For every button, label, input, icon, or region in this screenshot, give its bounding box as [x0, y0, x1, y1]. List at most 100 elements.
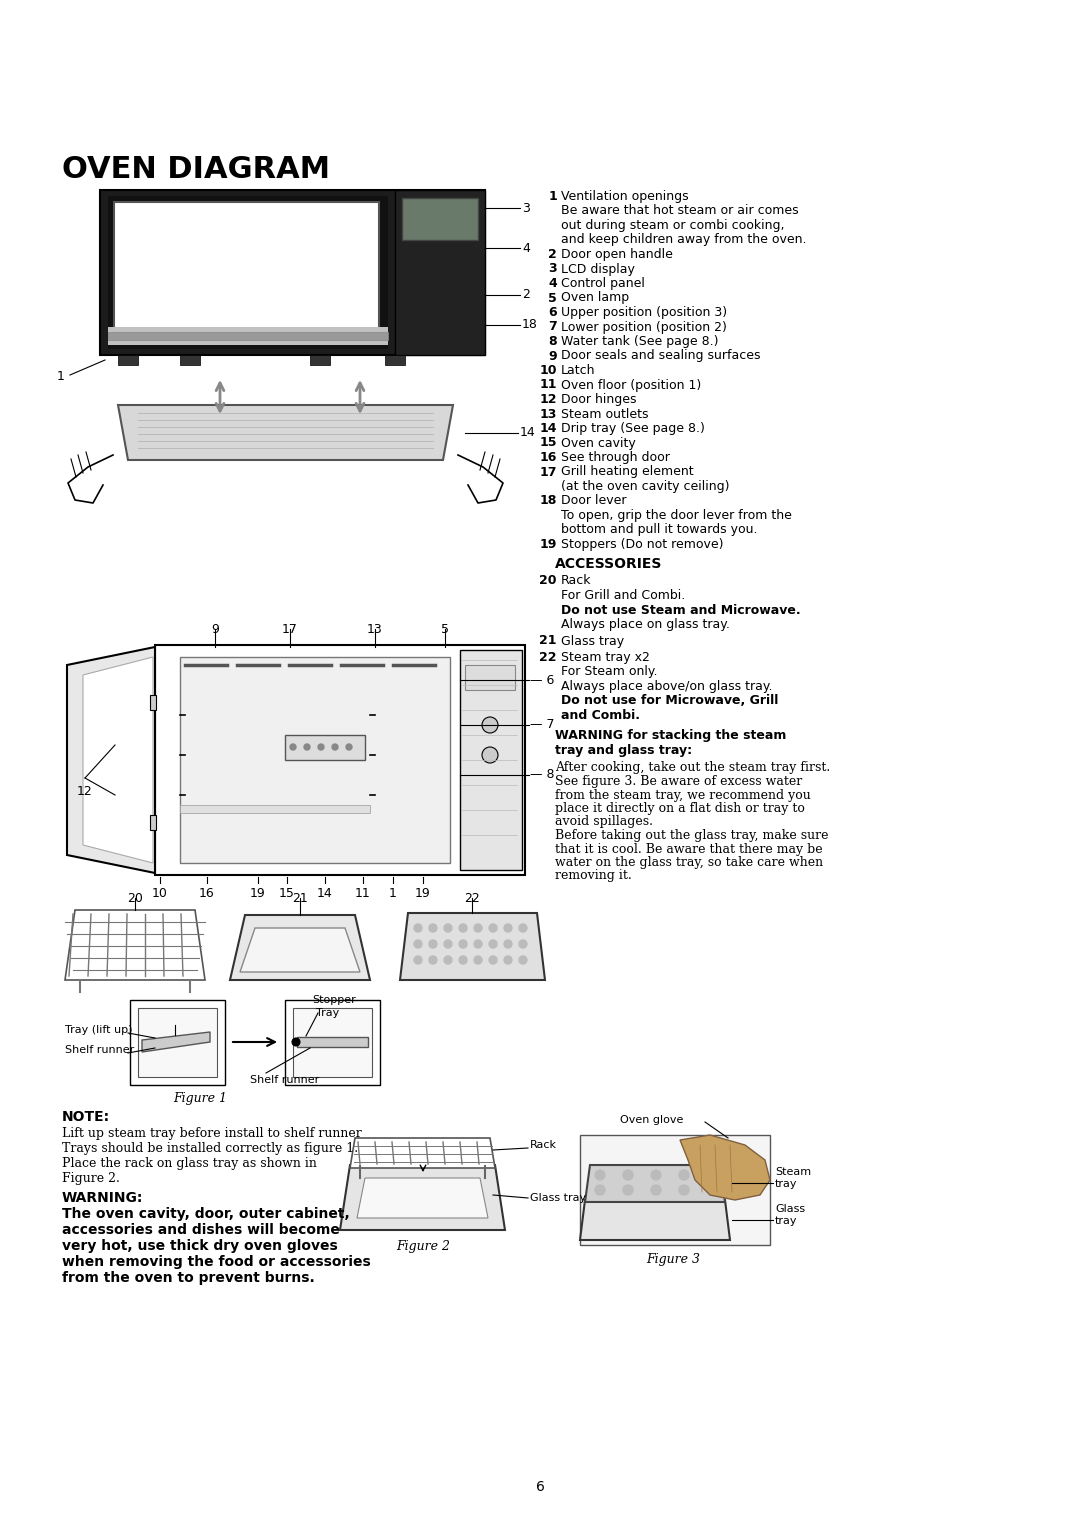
Bar	[108, 197, 388, 349]
Text: Oven glove: Oven glove	[620, 1116, 684, 1125]
Polygon shape	[65, 910, 205, 980]
Text: 10: 10	[152, 887, 167, 901]
Bar	[402, 198, 478, 239]
Text: 6: 6	[549, 306, 557, 319]
Circle shape	[504, 940, 512, 948]
Circle shape	[595, 1186, 605, 1195]
Text: For Grill and Combi.: For Grill and Combi.	[561, 588, 685, 602]
Circle shape	[504, 924, 512, 933]
Text: Glass tray: Glass tray	[561, 634, 624, 648]
Text: 21: 21	[540, 634, 557, 648]
Bar	[395, 190, 485, 355]
Text: After cooking, take out the steam tray first.: After cooking, take out the steam tray f…	[555, 762, 831, 774]
Circle shape	[651, 1170, 661, 1180]
Text: place it directly on a flat dish or tray to: place it directly on a flat dish or tray…	[555, 802, 805, 815]
Circle shape	[291, 744, 296, 750]
Text: OVEN DIAGRAM: OVEN DIAGRAM	[62, 155, 330, 184]
Text: Figure 2: Figure 2	[396, 1241, 450, 1253]
Text: 12: 12	[77, 785, 93, 799]
Text: 18: 18	[522, 319, 538, 332]
Text: — 6: — 6	[530, 674, 554, 686]
Text: 7: 7	[549, 320, 557, 334]
Circle shape	[679, 1186, 689, 1195]
Text: 17: 17	[540, 465, 557, 479]
Text: 8: 8	[549, 335, 557, 347]
Text: Oven cavity: Oven cavity	[561, 436, 636, 450]
Text: Steam outlets: Steam outlets	[561, 407, 648, 421]
Circle shape	[429, 940, 437, 948]
Text: 13: 13	[367, 623, 383, 636]
Text: Do not use for Microwave, Grill: Do not use for Microwave, Grill	[561, 695, 779, 707]
Text: ACCESSORIES: ACCESSORIES	[555, 558, 662, 572]
Bar	[108, 332, 388, 340]
Text: when removing the food or accessories: when removing the food or accessories	[62, 1254, 370, 1269]
Circle shape	[489, 924, 497, 933]
Circle shape	[346, 744, 352, 750]
Text: 17: 17	[282, 623, 298, 636]
Text: — 7: — 7	[530, 718, 554, 732]
Text: Ventilation openings: Ventilation openings	[561, 190, 689, 203]
Bar	[150, 695, 156, 710]
Text: 2: 2	[522, 288, 530, 302]
Circle shape	[429, 956, 437, 965]
Text: Glass tray: Glass tray	[530, 1193, 586, 1202]
Bar	[180, 657, 450, 863]
Text: 11: 11	[540, 378, 557, 392]
Text: Tray: Tray	[316, 1007, 339, 1018]
Text: avoid spillages.: avoid spillages.	[555, 815, 653, 829]
Text: 2: 2	[549, 248, 557, 261]
Text: 19: 19	[540, 538, 557, 552]
Text: Before taking out the glass tray, make sure: Before taking out the glass tray, make s…	[555, 829, 828, 841]
Text: Tray (lift up): Tray (lift up)	[65, 1026, 133, 1035]
Text: Rack: Rack	[530, 1140, 557, 1151]
Bar	[138, 1007, 217, 1077]
Text: See through door: See through door	[561, 451, 670, 463]
Text: 21: 21	[292, 892, 308, 905]
Text: Control panel: Control panel	[561, 277, 645, 290]
Circle shape	[444, 924, 453, 933]
Bar	[108, 328, 388, 344]
Text: Oven floor (position 1): Oven floor (position 1)	[561, 378, 701, 392]
Text: Grill heating element: Grill heating element	[561, 465, 693, 479]
Circle shape	[489, 940, 497, 948]
Text: 13: 13	[540, 407, 557, 421]
Circle shape	[595, 1170, 605, 1180]
Circle shape	[444, 956, 453, 965]
Text: WARNING:: WARNING:	[62, 1190, 144, 1205]
Polygon shape	[350, 1138, 495, 1167]
Bar	[118, 355, 138, 366]
Circle shape	[623, 1170, 633, 1180]
Text: 20: 20	[127, 892, 143, 905]
Circle shape	[519, 956, 527, 965]
Bar	[293, 1007, 372, 1077]
Circle shape	[414, 956, 422, 965]
Polygon shape	[67, 648, 156, 873]
Text: Rack: Rack	[561, 575, 592, 587]
Bar	[130, 1000, 225, 1085]
Circle shape	[482, 716, 498, 733]
Bar	[297, 1036, 368, 1047]
Polygon shape	[118, 405, 453, 460]
Text: 9: 9	[549, 349, 557, 363]
Circle shape	[519, 940, 527, 948]
Text: Trays should be installed correctly as figure 1.: Trays should be installed correctly as f…	[62, 1141, 359, 1155]
Text: Shelf runner: Shelf runner	[65, 1045, 134, 1055]
Polygon shape	[240, 928, 360, 972]
Text: 3: 3	[549, 262, 557, 276]
Bar	[180, 805, 370, 812]
Text: 15: 15	[540, 436, 557, 450]
Bar	[310, 355, 330, 366]
Bar	[285, 1000, 380, 1085]
Text: LCD display: LCD display	[561, 262, 635, 276]
Text: Door open handle: Door open handle	[561, 248, 673, 261]
Polygon shape	[83, 657, 153, 863]
Bar	[180, 355, 200, 366]
Text: 14: 14	[318, 887, 333, 901]
Text: 16: 16	[540, 451, 557, 463]
Circle shape	[651, 1186, 661, 1195]
Circle shape	[623, 1186, 633, 1195]
Text: very hot, use thick dry oven gloves: very hot, use thick dry oven gloves	[62, 1239, 338, 1253]
Circle shape	[489, 956, 497, 965]
Text: Door seals and sealing surfaces: Door seals and sealing surfaces	[561, 349, 760, 363]
Bar	[460, 651, 522, 870]
